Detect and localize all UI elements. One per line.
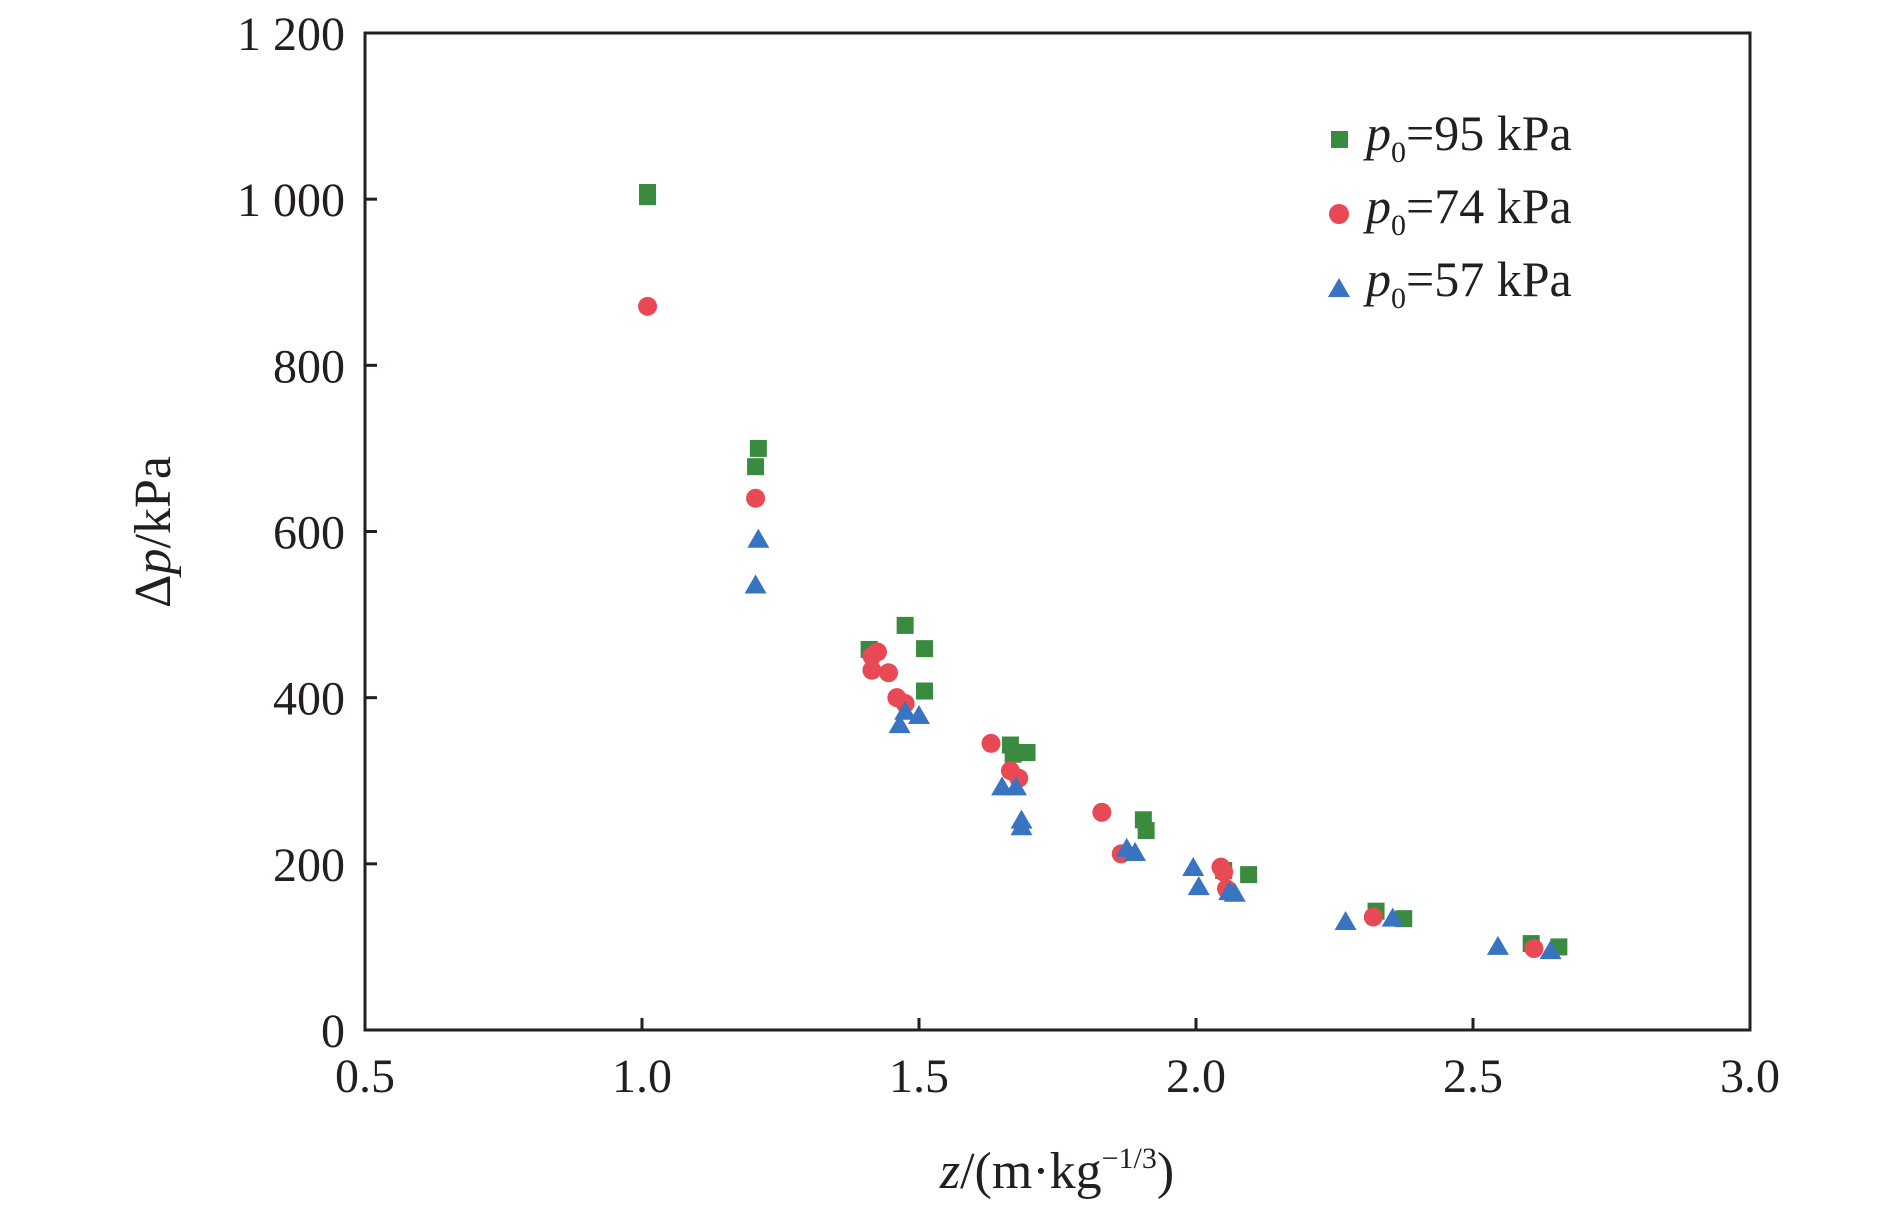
legend-marker-74 (1329, 204, 1349, 224)
y-axis-delta: Δ (125, 575, 182, 608)
x-axis-exponent: −1/3 (1102, 1142, 1157, 1175)
y-tick-label: 0 (321, 1005, 345, 1058)
y-axis-title: Δp/kPa (125, 456, 182, 608)
data-point-triangle (1182, 856, 1205, 876)
data-point-circle (1214, 862, 1234, 882)
x-tick-label: 2.5 (1443, 1050, 1503, 1103)
x-tick-label: 0.5 (335, 1050, 395, 1103)
data-point-circle (1363, 907, 1383, 927)
y-axis-var: p (125, 549, 182, 579)
data-point-triangle (1010, 816, 1033, 836)
data-point-square (896, 616, 914, 634)
data-point-circle (638, 296, 658, 316)
x-tick-label: 3.0 (1720, 1050, 1780, 1103)
data-point-circle (867, 642, 887, 662)
y-axis-unit: /kPa (125, 456, 182, 548)
y-axis-ticks: 0 200 400 600 800 1 000 1 200 (237, 8, 377, 1058)
data-point-square (1240, 866, 1258, 884)
x-tick-label: 1.0 (612, 1050, 672, 1103)
y-tick-label: 200 (273, 839, 345, 892)
data-point-circle (1092, 802, 1112, 822)
data-point-square (747, 458, 765, 476)
legend: p0=95 kPa p0=74 kPa p0=57 kPa (1328, 105, 1572, 315)
legend-label-74: p0=74 kPa (1363, 178, 1572, 242)
data-point-circle (1524, 939, 1544, 959)
data-point-triangle (1223, 882, 1246, 902)
data-point-square (1004, 745, 1022, 763)
data-point-triangle (744, 574, 767, 594)
data-point-triangle (991, 776, 1014, 796)
y-tick-label: 1 000 (237, 174, 345, 227)
data-point-triangle (1539, 940, 1562, 960)
legend-label-57: p0=57 kPa (1363, 251, 1572, 315)
data-point-triangle (1381, 907, 1404, 927)
data-point-circle (746, 488, 766, 508)
x-axis-ticks: 0.5 1.0 1.5 2.0 2.5 3.0 (335, 1018, 1780, 1103)
data-point-square (749, 439, 767, 457)
data-point-triangle (1187, 876, 1210, 896)
data-point-circle (862, 660, 882, 680)
data-point-triangle (888, 714, 911, 734)
y-tick-label: 400 (273, 673, 345, 726)
data-point-circle (879, 663, 899, 683)
x-tick-label: 2.0 (1166, 1050, 1226, 1103)
data-point-square (916, 682, 934, 700)
data-point-square (1137, 822, 1155, 840)
data-point-triangle (1486, 935, 1509, 955)
y-tick-label: 1 200 (237, 8, 345, 61)
data-points (638, 184, 1568, 960)
legend-marker-57 (1328, 278, 1350, 297)
data-point-triangle (1334, 910, 1357, 930)
data-point-circle (981, 733, 1001, 753)
x-axis-close: ) (1157, 1143, 1174, 1200)
data-point-triangle (908, 704, 930, 724)
x-axis-title: z/(m·kg−1/3) (939, 1142, 1174, 1200)
legend-label-95: p0=95 kPa (1363, 105, 1572, 169)
data-point-square (916, 640, 934, 658)
data-point-triangle (1004, 776, 1027, 796)
y-tick-label: 800 (273, 340, 345, 393)
x-axis-unit: /(m·kg (960, 1143, 1102, 1200)
y-tick-label: 600 (273, 507, 345, 560)
data-point-triangle (1124, 842, 1147, 862)
data-point-square (639, 188, 657, 206)
data-point-triangle (747, 528, 770, 548)
data-point-square (1018, 744, 1036, 762)
x-tick-label: 1.5 (889, 1050, 949, 1103)
x-axis-var: z (939, 1143, 960, 1200)
legend-marker-95 (1331, 131, 1348, 148)
